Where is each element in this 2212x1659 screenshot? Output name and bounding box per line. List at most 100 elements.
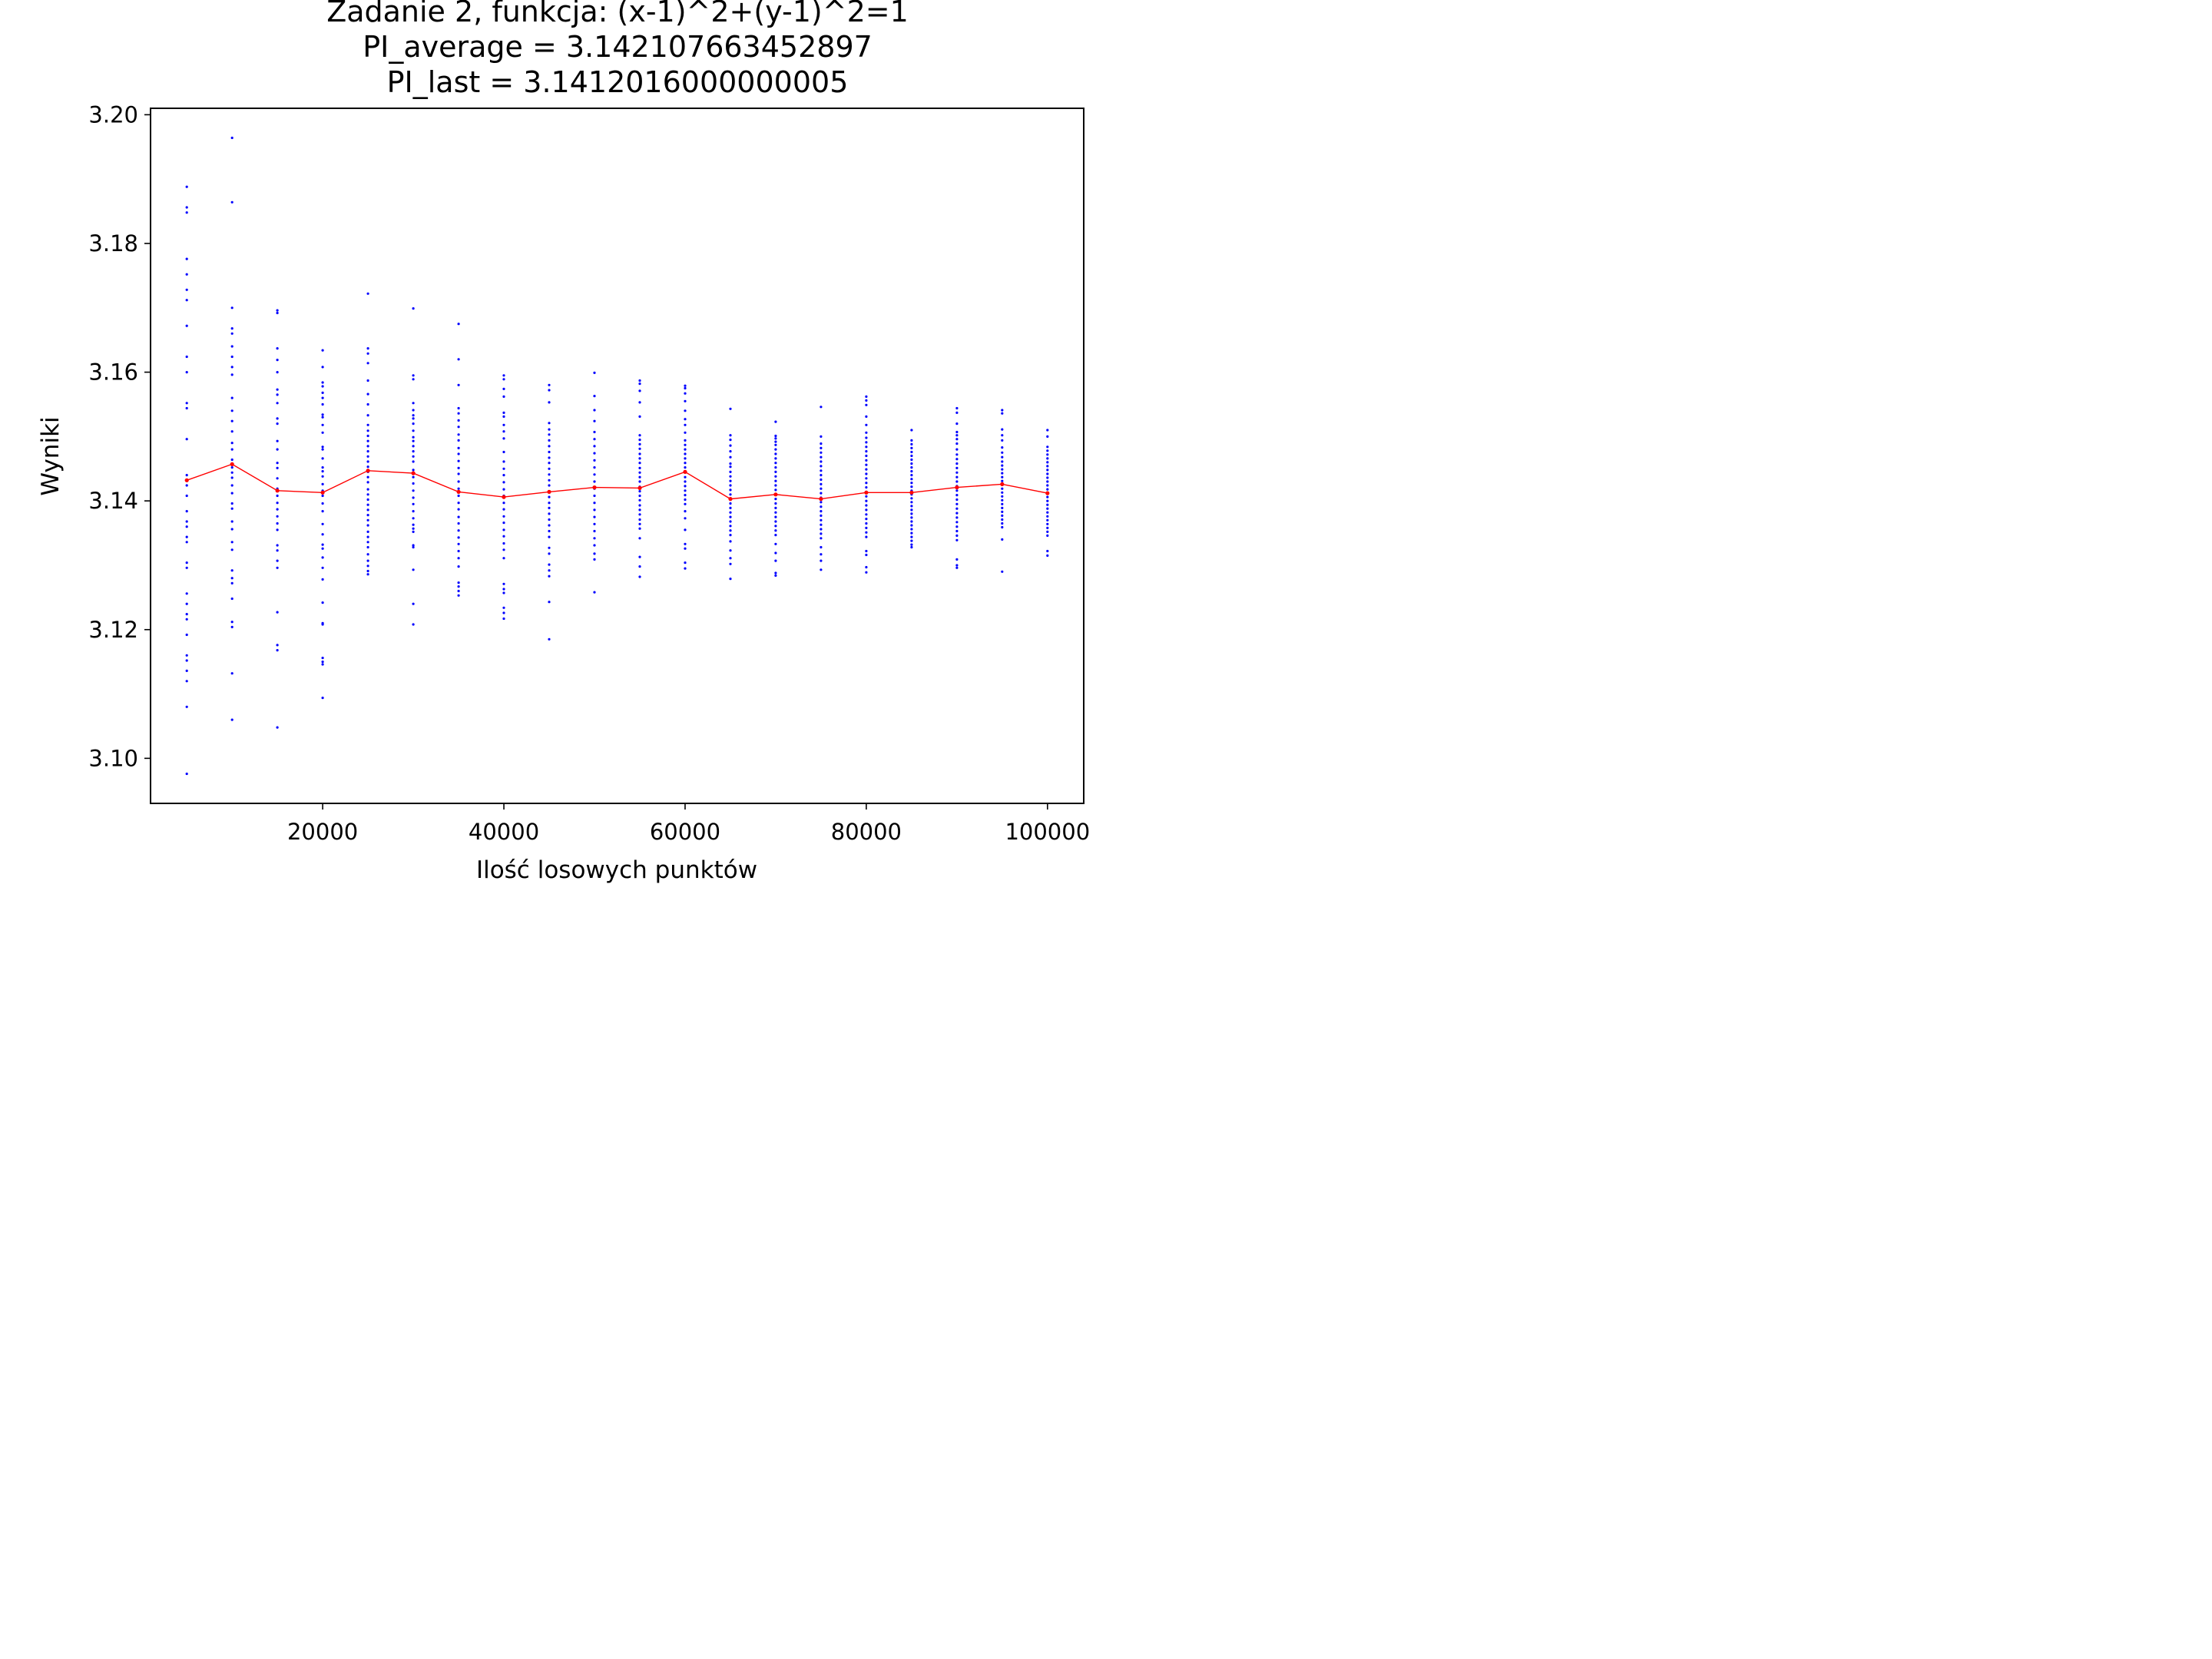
data-point xyxy=(1001,472,1004,475)
data-point xyxy=(412,460,415,463)
data-point xyxy=(548,506,551,510)
average-line xyxy=(186,463,1048,500)
data-point xyxy=(638,389,641,392)
data-point xyxy=(548,512,551,515)
data-point xyxy=(955,438,959,441)
data-point xyxy=(955,480,959,483)
x-axis-ticks: 20000 40000 60000 80000 100000 xyxy=(287,803,1090,845)
data-point xyxy=(366,524,369,527)
data-point xyxy=(684,485,687,488)
data-point xyxy=(185,299,188,302)
data-point xyxy=(638,447,641,450)
data-point xyxy=(684,489,687,492)
data-point xyxy=(1046,472,1049,475)
data-point xyxy=(548,518,551,522)
data-point xyxy=(638,490,641,493)
data-point xyxy=(1046,476,1049,479)
data-point xyxy=(1046,507,1049,510)
data-point xyxy=(729,470,732,474)
data-point xyxy=(774,534,777,537)
data-point xyxy=(230,409,233,412)
data-point xyxy=(230,625,233,629)
scatter-points xyxy=(185,136,1049,776)
data-point xyxy=(684,480,687,483)
data-point xyxy=(230,476,233,479)
data-point xyxy=(230,492,233,495)
data-point xyxy=(412,414,415,417)
y-axis-ticks: 3.10 3.12 3.14 3.16 3.18 3.20 xyxy=(88,101,151,771)
data-point xyxy=(1046,526,1049,530)
average-point xyxy=(184,478,189,482)
data-point xyxy=(185,288,188,291)
data-point xyxy=(820,451,823,454)
data-point xyxy=(321,543,324,546)
data-point xyxy=(548,529,551,533)
chart: Zadanie 2, funkcja: (x-1)^2+(y-1)^2=1 PI… xyxy=(0,0,1195,896)
data-point xyxy=(548,601,551,604)
data-point xyxy=(457,323,460,326)
data-point xyxy=(638,480,641,483)
data-point xyxy=(321,547,324,550)
data-point xyxy=(593,515,596,518)
data-point xyxy=(457,542,460,545)
data-point xyxy=(955,521,959,524)
data-point xyxy=(729,462,732,465)
data-point xyxy=(638,452,641,455)
data-point xyxy=(457,466,460,470)
data-point xyxy=(502,423,505,426)
data-point xyxy=(502,591,505,594)
data-point xyxy=(230,458,233,462)
data-point xyxy=(412,455,415,458)
x-tick-label: 100000 xyxy=(1005,819,1090,845)
data-point xyxy=(502,450,505,454)
data-point xyxy=(185,406,188,410)
data-point xyxy=(321,470,324,473)
data-point xyxy=(638,401,641,404)
data-point xyxy=(593,591,596,594)
data-point xyxy=(820,553,823,556)
data-point xyxy=(185,185,188,188)
data-point xyxy=(865,535,868,538)
data-point xyxy=(638,462,641,465)
data-point xyxy=(230,355,233,359)
data-point xyxy=(276,559,279,562)
data-point xyxy=(502,387,505,390)
data-point xyxy=(638,471,641,474)
data-point xyxy=(230,528,233,531)
data-point xyxy=(366,347,369,350)
data-point xyxy=(774,475,777,478)
data-point xyxy=(820,510,823,513)
data-point xyxy=(638,537,641,540)
data-point xyxy=(593,480,596,483)
data-point xyxy=(502,437,505,440)
data-point xyxy=(185,592,188,595)
data-point xyxy=(729,529,732,532)
data-point xyxy=(457,472,460,475)
data-point xyxy=(1046,554,1049,558)
data-point xyxy=(502,481,505,484)
data-point xyxy=(684,502,687,505)
data-point xyxy=(1001,498,1004,502)
data-point xyxy=(412,435,415,439)
data-point xyxy=(276,388,279,391)
data-point xyxy=(729,475,732,478)
data-point xyxy=(1046,522,1049,525)
data-point xyxy=(457,358,460,361)
average-point xyxy=(592,485,597,490)
data-point xyxy=(865,499,868,502)
data-point xyxy=(593,552,596,555)
data-point xyxy=(1001,487,1004,490)
data-point xyxy=(1001,434,1004,437)
data-point xyxy=(366,488,369,491)
data-point xyxy=(457,459,460,462)
data-point xyxy=(185,510,188,513)
data-point xyxy=(638,518,641,522)
data-point xyxy=(412,527,415,530)
data-point xyxy=(774,571,777,575)
data-point xyxy=(774,542,777,545)
data-point xyxy=(366,465,369,469)
data-point xyxy=(366,559,369,562)
data-point xyxy=(457,446,460,450)
data-point xyxy=(1001,460,1004,463)
data-point xyxy=(955,507,959,510)
